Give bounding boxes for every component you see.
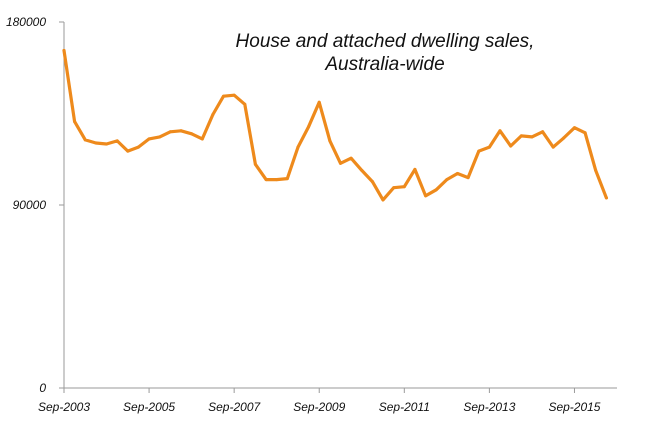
data-point bbox=[509, 144, 513, 148]
data-point bbox=[307, 125, 311, 129]
y-tick-label: 180000 bbox=[6, 15, 46, 29]
data-point bbox=[264, 178, 268, 182]
data-point bbox=[62, 49, 66, 52]
data-point bbox=[200, 137, 204, 141]
data-point bbox=[498, 129, 502, 133]
data-point bbox=[434, 188, 438, 192]
data-point bbox=[445, 178, 449, 182]
data-point bbox=[360, 168, 364, 172]
tick-marks bbox=[59, 21, 575, 393]
data-point bbox=[296, 145, 300, 149]
tick-labels: 0 90000 180000 Sep-2003 Sep-2005 Sep-2007 Sep-… bbox=[6, 15, 601, 414]
data-point bbox=[94, 141, 98, 145]
data-point bbox=[339, 161, 342, 165]
data-point bbox=[275, 178, 279, 182]
chart-title-line-1: House and attached dwelling sales, bbox=[236, 31, 535, 52]
data-point bbox=[285, 177, 289, 181]
data-point bbox=[83, 138, 87, 142]
data-point bbox=[413, 167, 417, 171]
data-point bbox=[126, 149, 130, 153]
x-tick-label: Sep-2013 bbox=[463, 400, 515, 414]
data-point bbox=[168, 130, 172, 134]
data-point bbox=[424, 194, 428, 198]
series-line bbox=[62, 48, 608, 202]
data-point bbox=[158, 135, 162, 139]
data-point bbox=[253, 162, 257, 166]
data-point bbox=[73, 120, 77, 124]
x-tick-label: Sep-2007 bbox=[208, 400, 261, 414]
data-point bbox=[349, 156, 353, 160]
data-point bbox=[232, 93, 236, 97]
data-point bbox=[370, 180, 374, 184]
y-tick-label: 90000 bbox=[13, 198, 47, 212]
data-point bbox=[179, 129, 183, 133]
x-tick-label: Sep-2005 bbox=[123, 400, 175, 414]
data-point bbox=[487, 145, 491, 149]
data-point bbox=[115, 139, 119, 143]
y-tick-label: 0 bbox=[39, 381, 46, 395]
data-point bbox=[392, 186, 396, 190]
data-point bbox=[456, 172, 459, 175]
chart-title-line-2: Australia-wide bbox=[324, 54, 444, 75]
data-point bbox=[402, 185, 406, 189]
axes bbox=[63, 22, 617, 389]
data-point bbox=[211, 113, 215, 116]
data-point bbox=[573, 126, 576, 130]
series-layer bbox=[62, 48, 608, 202]
data-point bbox=[317, 100, 321, 104]
data-point bbox=[530, 135, 534, 139]
data-point bbox=[477, 149, 481, 153]
data-point bbox=[562, 136, 566, 140]
x-tick-label: Sep-2009 bbox=[293, 400, 345, 414]
data-point bbox=[551, 145, 555, 149]
data-point bbox=[136, 145, 140, 149]
data-point bbox=[190, 132, 194, 136]
data-point bbox=[604, 196, 608, 200]
data-point bbox=[147, 137, 151, 141]
data-point bbox=[519, 134, 523, 138]
x-tick-label: Sep-2003 bbox=[38, 400, 90, 414]
data-point bbox=[243, 102, 247, 106]
data-point bbox=[222, 94, 225, 98]
data-point bbox=[594, 168, 598, 172]
data-point bbox=[541, 130, 545, 134]
data-point bbox=[466, 176, 470, 180]
x-tick-label: Sep-2015 bbox=[548, 400, 600, 414]
x-tick-label: Sep-2011 bbox=[379, 400, 430, 414]
data-point bbox=[583, 131, 587, 135]
data-point bbox=[105, 142, 108, 146]
data-point bbox=[381, 198, 385, 202]
data-point bbox=[328, 139, 332, 143]
